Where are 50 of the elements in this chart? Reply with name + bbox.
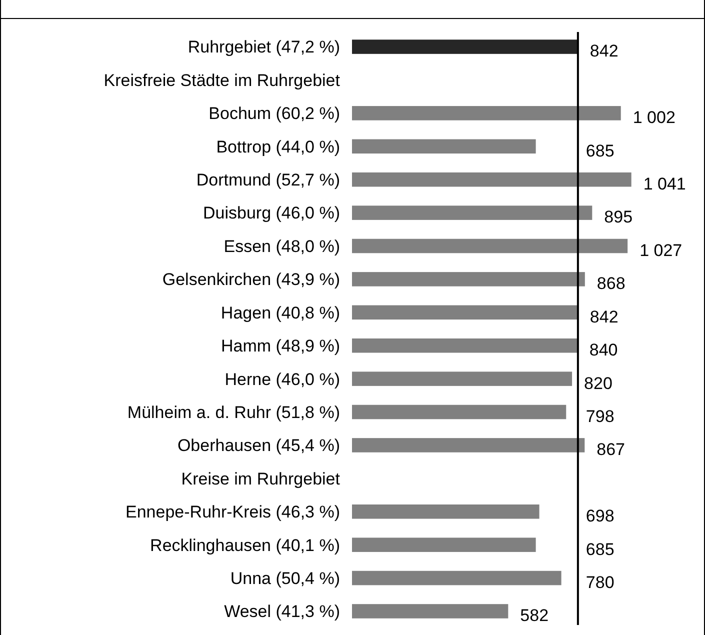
data-label: 842 — [590, 307, 618, 326]
bar — [352, 106, 621, 120]
bar — [352, 206, 592, 220]
y-tick-label: Kreisfreie Städte im Ruhrgebiet — [104, 70, 340, 90]
bar — [352, 305, 578, 320]
y-tick-label: Ennepe-Ruhr-Kreis (46,3 %) — [126, 502, 340, 522]
data-label: 820 — [584, 374, 612, 393]
data-label: 698 — [586, 506, 614, 526]
data-label: 867 — [596, 440, 626, 460]
bar — [352, 604, 508, 618]
data-label: 842 — [590, 42, 618, 61]
data-label: 1 041 — [643, 174, 686, 194]
data-label: 1 027 — [640, 240, 682, 260]
bar — [352, 139, 536, 154]
y-tick-label: Mülheim a. d. Ruhr (51,8 %) — [127, 402, 340, 422]
bar — [352, 372, 572, 386]
data-label: 685 — [586, 540, 614, 559]
data-label: 895 — [604, 208, 633, 227]
data-label: 868 — [596, 274, 626, 294]
data-label: 685 — [586, 141, 614, 160]
data-label: 780 — [586, 572, 614, 592]
bar — [352, 338, 578, 353]
y-tick-label: Herne (46,0 %) — [224, 370, 340, 389]
y-tick-label: Ruhrgebiet (47,2 %) — [188, 38, 340, 57]
y-tick-label: Hagen (40,8 %) — [220, 303, 340, 322]
bar — [352, 40, 578, 54]
y-tick-label: Dortmund (52,7 %) — [196, 170, 340, 190]
y-tick-label: Hamm (48,9 %) — [220, 336, 340, 356]
y-tick-label: Oberhausen (45,4 %) — [177, 436, 340, 456]
bar — [352, 238, 628, 254]
bar — [352, 272, 585, 286]
y-tick-label: Bottrop (44,0 %) — [216, 137, 340, 156]
y-tick-label: Bochum (60,2 %) — [208, 104, 340, 124]
bar — [352, 538, 536, 552]
y-tick-label: Wesel (41,3 %) — [224, 602, 340, 622]
bar — [352, 404, 566, 420]
bar — [352, 438, 585, 452]
bar — [352, 172, 632, 187]
y-tick-label: Essen (48,0 %) — [224, 236, 340, 256]
data-label: 798 — [586, 406, 614, 426]
bar — [352, 570, 562, 586]
y-tick-label: Duisburg (46,0 %) — [202, 204, 340, 223]
data-label: 1 002 — [632, 108, 676, 128]
data-label: 840 — [589, 340, 618, 360]
data-label: 582 — [520, 606, 549, 626]
y-tick-label: Recklinghausen (40,1 %) — [150, 536, 340, 555]
bar — [352, 504, 540, 519]
y-tick-label: Unna (50,4 %) — [230, 568, 340, 588]
y-tick-label: Kreise im Ruhrgebiet — [181, 469, 340, 488]
y-tick-label: Gelsenkirchen (43,9 %) — [162, 270, 340, 290]
